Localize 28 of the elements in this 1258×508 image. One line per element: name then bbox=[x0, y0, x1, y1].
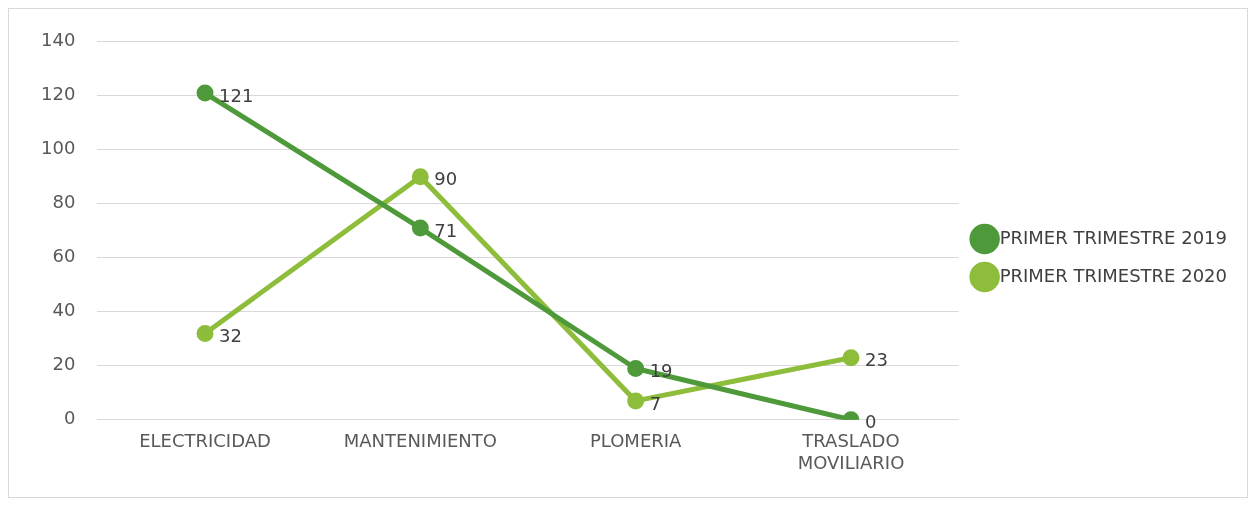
data-label: 32 bbox=[219, 325, 242, 347]
legend-label: PRIMER TRIMESTRE 2020 bbox=[999, 264, 1228, 286]
point bbox=[627, 360, 645, 377]
y-tick-label: 100 bbox=[41, 137, 76, 159]
data-label: 71 bbox=[434, 219, 458, 241]
y-tick-label: 20 bbox=[52, 353, 76, 375]
point bbox=[196, 84, 214, 102]
y-tick-label: 60 bbox=[52, 245, 76, 267]
data-label: 7 bbox=[649, 392, 662, 414]
point bbox=[196, 324, 214, 342]
y-tick-label: 140 bbox=[41, 29, 76, 51]
x-tick-label: ELECTRICIDAD bbox=[139, 430, 271, 452]
data-label: 0 bbox=[864, 411, 877, 433]
y-tick-label: 80 bbox=[52, 191, 76, 213]
y-tick-label: 120 bbox=[41, 83, 76, 105]
point bbox=[842, 349, 860, 367]
x-tick-label: PLOMERIA bbox=[589, 430, 683, 452]
legend-label: PRIMER TRIMESTRE 2019 bbox=[999, 226, 1228, 248]
data-label: 90 bbox=[434, 168, 458, 190]
y-tick-label: 0 bbox=[63, 407, 76, 429]
data-label: 121 bbox=[219, 84, 254, 106]
data-label: 23 bbox=[864, 349, 888, 371]
point bbox=[411, 168, 429, 186]
point bbox=[627, 392, 645, 410]
point bbox=[411, 219, 429, 237]
x-tick-label: MANTENIMIENTO bbox=[343, 430, 497, 452]
y-tick-label: 40 bbox=[52, 299, 76, 321]
x-tick-label: TRASLADO MOVILIARIO bbox=[797, 430, 905, 473]
